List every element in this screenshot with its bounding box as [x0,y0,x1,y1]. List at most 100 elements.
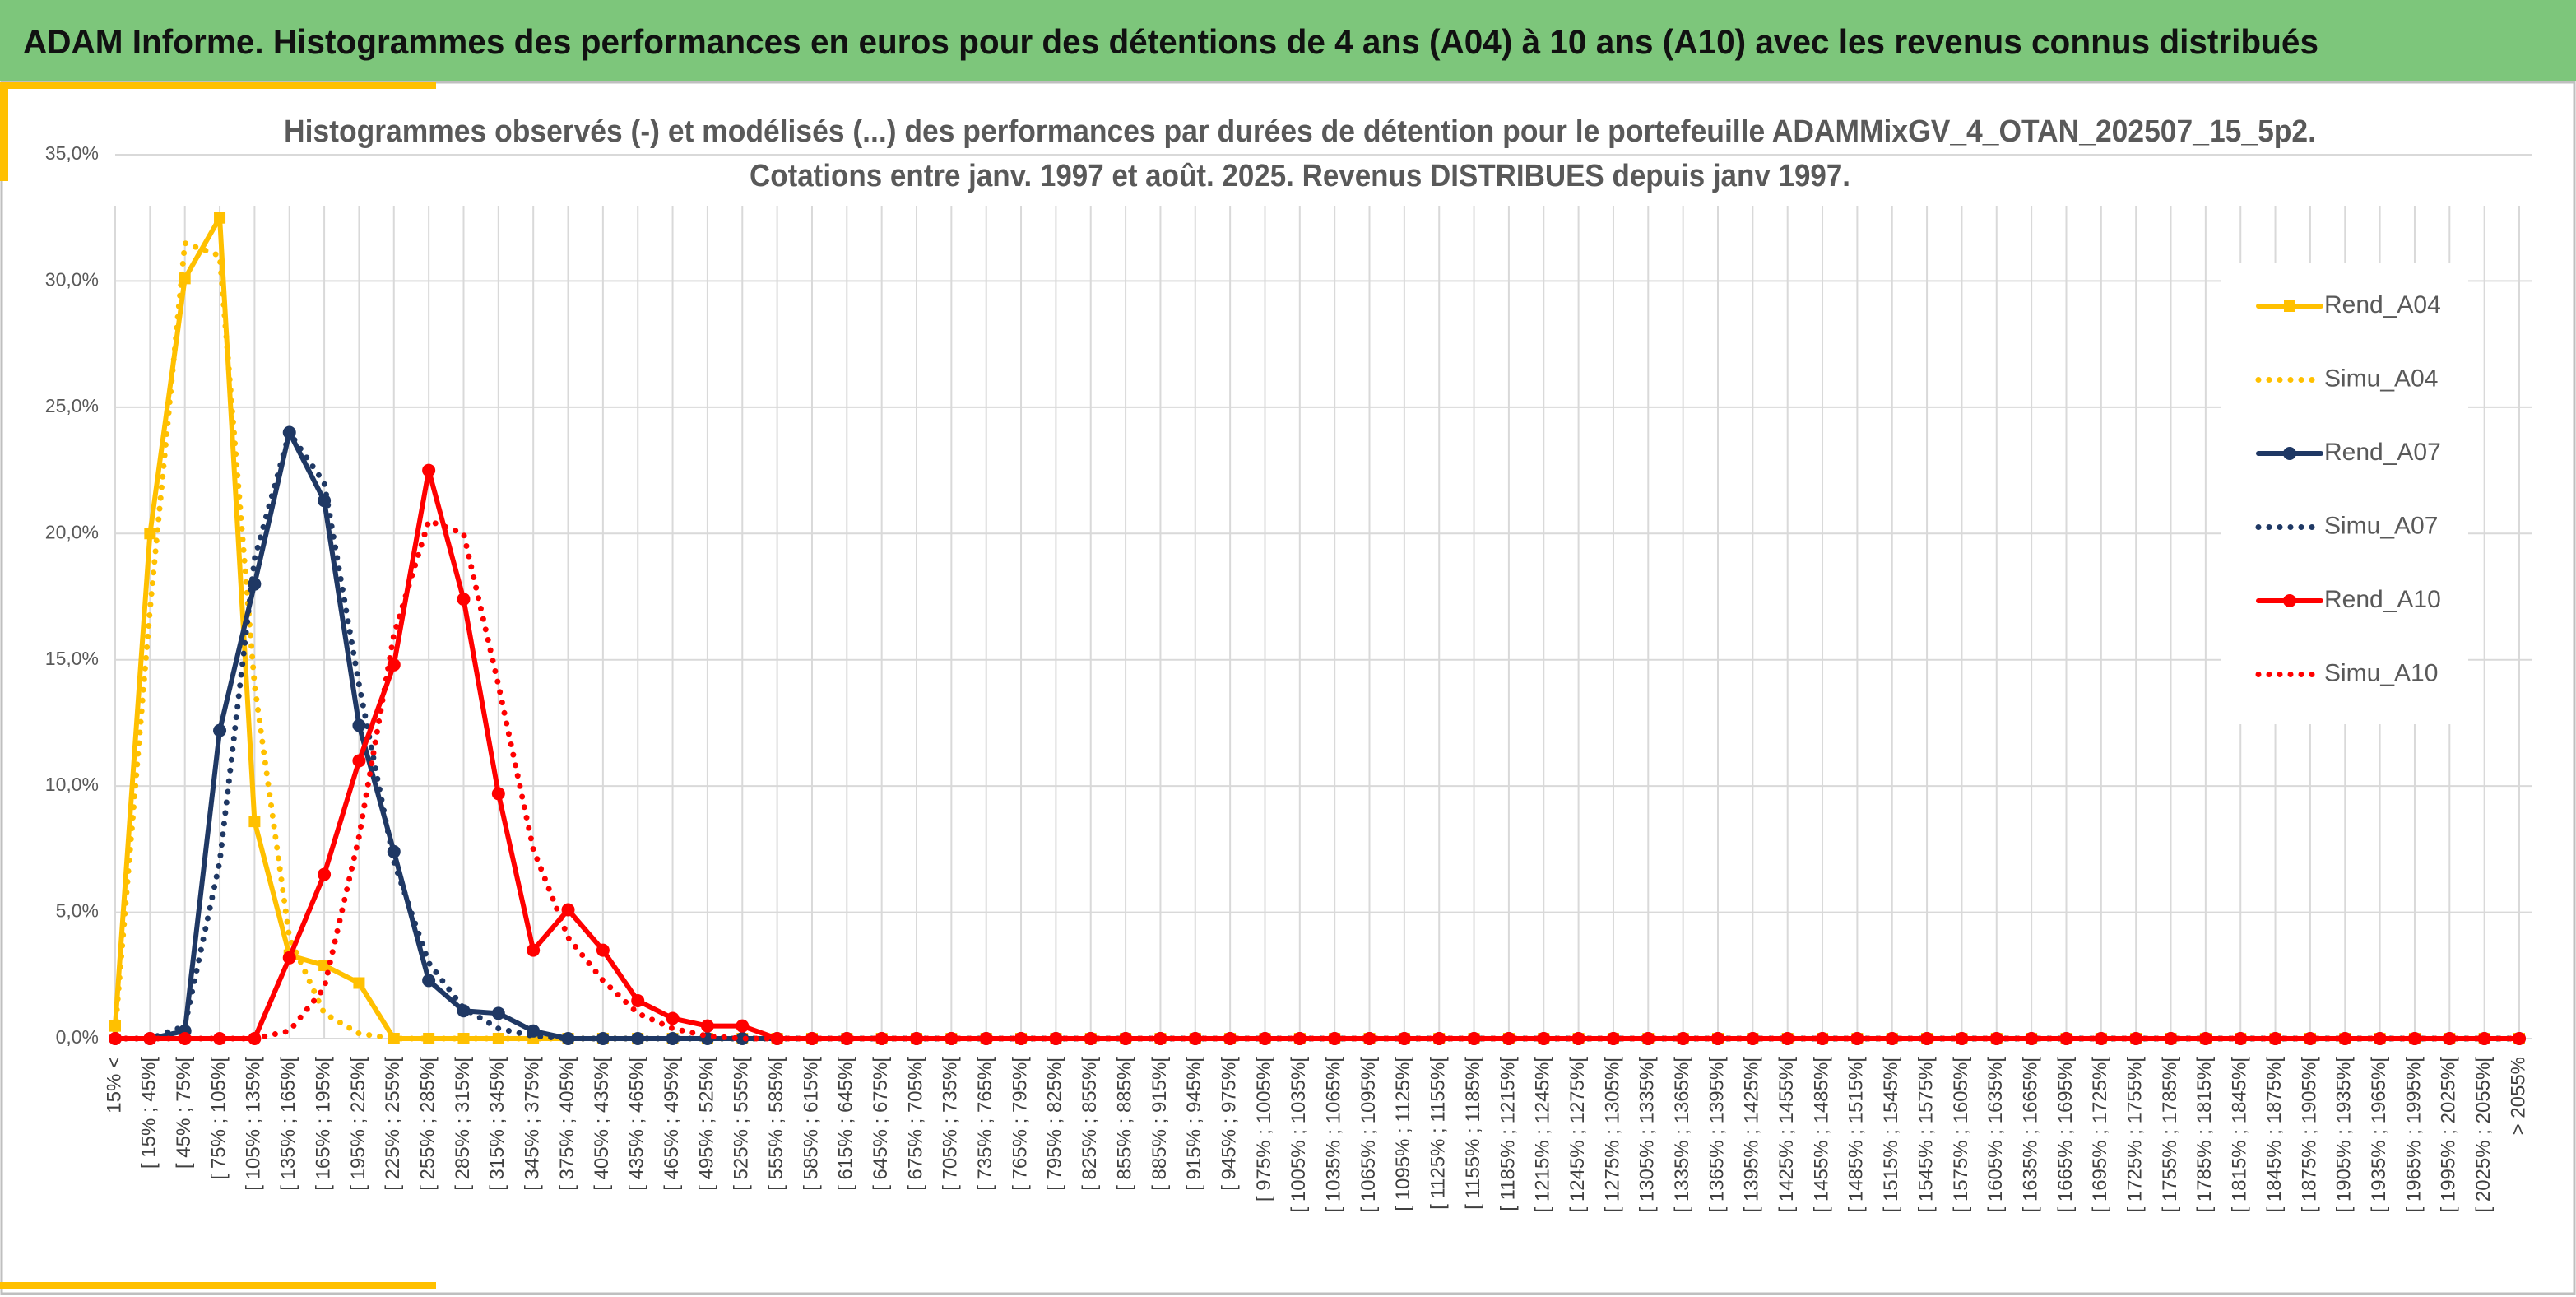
x-tick-label: [ 255% ; 285%[ [416,1057,439,1191]
legend-label: Rend_A04 [2324,291,2441,318]
marker [2303,1032,2317,1045]
marker [875,1032,889,1045]
x-tick-label: [ 675% ; 705%[ [904,1057,926,1191]
marker [422,463,436,477]
marker [2443,1032,2457,1045]
marker [1676,1032,1690,1045]
x-tick-label: [ 1425% ; 1455%[ [1775,1057,1798,1213]
x-tick-label: [ 1875% ; 1905%[ [2298,1057,2320,1213]
chart-frame [0,81,2576,1295]
marker [1362,1032,1376,1045]
legend-label: Simu_A10 [2324,659,2438,686]
x-tick-label: [ 525% ; 555%[ [731,1057,753,1191]
x-tick-label: [ 1725% ; 1755%[ [2124,1057,2147,1213]
marker [1955,1032,1969,1045]
x-tick-label: [ 1785% ; 1815%[ [2193,1057,2216,1213]
x-tick-label: [ 345% ; 375%[ [522,1057,544,1191]
x-tick-label: [ 105% ; 135%[ [243,1057,265,1191]
x-tick-label: [ 165% ; 195%[ [312,1057,334,1191]
x-tick-label: [ 465% ; 495%[ [661,1057,683,1191]
x-tick-label: [ 1035% ; 1065%[ [1323,1057,1345,1213]
marker [2513,1032,2526,1045]
x-tick-label: [ 1455% ; 1485%[ [1810,1057,1832,1213]
marker [840,1032,854,1045]
x-tick-label: [ 615% ; 645%[ [835,1057,857,1191]
x-tick-label: [ 195% ; 225%[ [347,1057,369,1191]
x-tick-label: [ 975% ; 1005%[ [1253,1057,1275,1202]
x-tick-label: [ 1905% ; 1935%[ [2333,1057,2356,1213]
marker [353,977,365,989]
x-tick-label: [ 1245% ; 1275%[ [1566,1057,1589,1213]
x-tick-label: [ 735% ; 765%[ [974,1057,996,1191]
marker [1084,1032,1098,1045]
x-tick-label: [ 855% ; 885%[ [1113,1057,1135,1191]
x-tick-label: [ 1545% ; 1575%[ [1915,1057,1937,1213]
marker [214,212,226,224]
marker [561,903,575,917]
marker [1502,1032,1515,1045]
x-tick-label: 15% < [103,1057,125,1113]
marker [700,1019,714,1033]
marker [423,1033,435,1044]
x-tick-label: [ 1935% ; 1965%[ [2368,1057,2390,1213]
marker [144,528,156,540]
x-tick-label: [ 45% ; 75%[ [173,1057,195,1169]
x-tick-label: [ 15% ; 45%[ [138,1057,160,1169]
x-tick-label: [ 1635% ; 1665%[ [2019,1057,2041,1213]
marker [1258,1032,1272,1045]
x-tick-label: [ 1335% ; 1365%[ [1671,1057,1693,1213]
x-tick-label: [ 1665% ; 1695%[ [2054,1057,2077,1213]
chart-title: Cotations entre janv. 1997 et août. 2025… [750,159,1850,193]
x-tick-label: [ 435% ; 465%[ [626,1057,648,1191]
x-tick-label: [ 1485% ; 1515%[ [1845,1057,1868,1213]
x-tick-label: [ 1605% ; 1635%[ [1984,1057,2007,1213]
x-tick-label: > 2055% [2507,1057,2529,1135]
x-tick-label: [ 135% ; 165%[ [277,1057,299,1191]
marker [109,1020,121,1032]
legend-label: Simu_A04 [2324,365,2438,392]
x-tick-label: [ 825% ; 855%[ [1079,1057,1101,1191]
legend-marker [2284,300,2295,312]
marker [1397,1032,1411,1045]
x-tick-label: [ 765% ; 795%[ [1009,1057,1031,1191]
chart-title: Histogrammes observés (-) et modélisés (… [284,114,2316,149]
accent [0,82,436,89]
marker [1641,1032,1655,1045]
x-tick-label: [ 1965% ; 1995%[ [2402,1057,2425,1213]
series-line [112,518,2523,1042]
y-tick-label: 0,0% [56,1026,99,1048]
x-tick-label: [ 645% ; 675%[ [870,1057,892,1191]
marker [213,723,227,737]
header-band [0,0,2576,81]
series-line [113,467,2522,1041]
x-tick-label: [ 2025% ; 2055%[ [2472,1057,2495,1213]
x-tick-label: [ 1005% ; 1035%[ [1288,1057,1310,1213]
header-title: ADAM Informe. Histogrammes des performan… [23,22,2318,61]
marker [422,974,436,988]
series-line [112,239,2523,1042]
marker [527,943,541,957]
marker [736,1019,750,1033]
y-tick-label: 10,0% [45,774,99,795]
x-tick-label: [ 1185% ; 1215%[ [1497,1057,1519,1211]
x-tick-label: [ 75% ; 105%[ [207,1057,230,1180]
x-tick-label: [ 1695% ; 1725%[ [2089,1057,2111,1213]
accent [0,1282,436,1289]
x-tick-label: [ 405% ; 435%[ [591,1057,613,1191]
marker [596,943,610,957]
y-tick-label: 35,0% [45,142,99,164]
x-tick-label: [ 1365% ; 1395%[ [1706,1057,1728,1213]
x-tick-label: [ 1995% ; 2025%[ [2438,1057,2460,1213]
x-tick-label: [ 1215% ; 1245%[ [1532,1057,1554,1213]
marker [2477,1032,2491,1045]
marker [318,960,331,972]
x-tick-label: [ 795% ; 825%[ [1044,1057,1066,1191]
x-tick-label: [ 705% ; 735%[ [940,1057,962,1191]
x-tick-label: [ 915% ; 945%[ [1183,1057,1205,1191]
marker [2059,1032,2073,1045]
x-tick-label: [ 1275% ; 1305%[ [1601,1057,1623,1213]
x-tick-label: [ 555% ; 585%[ [765,1057,787,1191]
y-tick-label: 30,0% [45,269,99,291]
marker [248,816,261,828]
